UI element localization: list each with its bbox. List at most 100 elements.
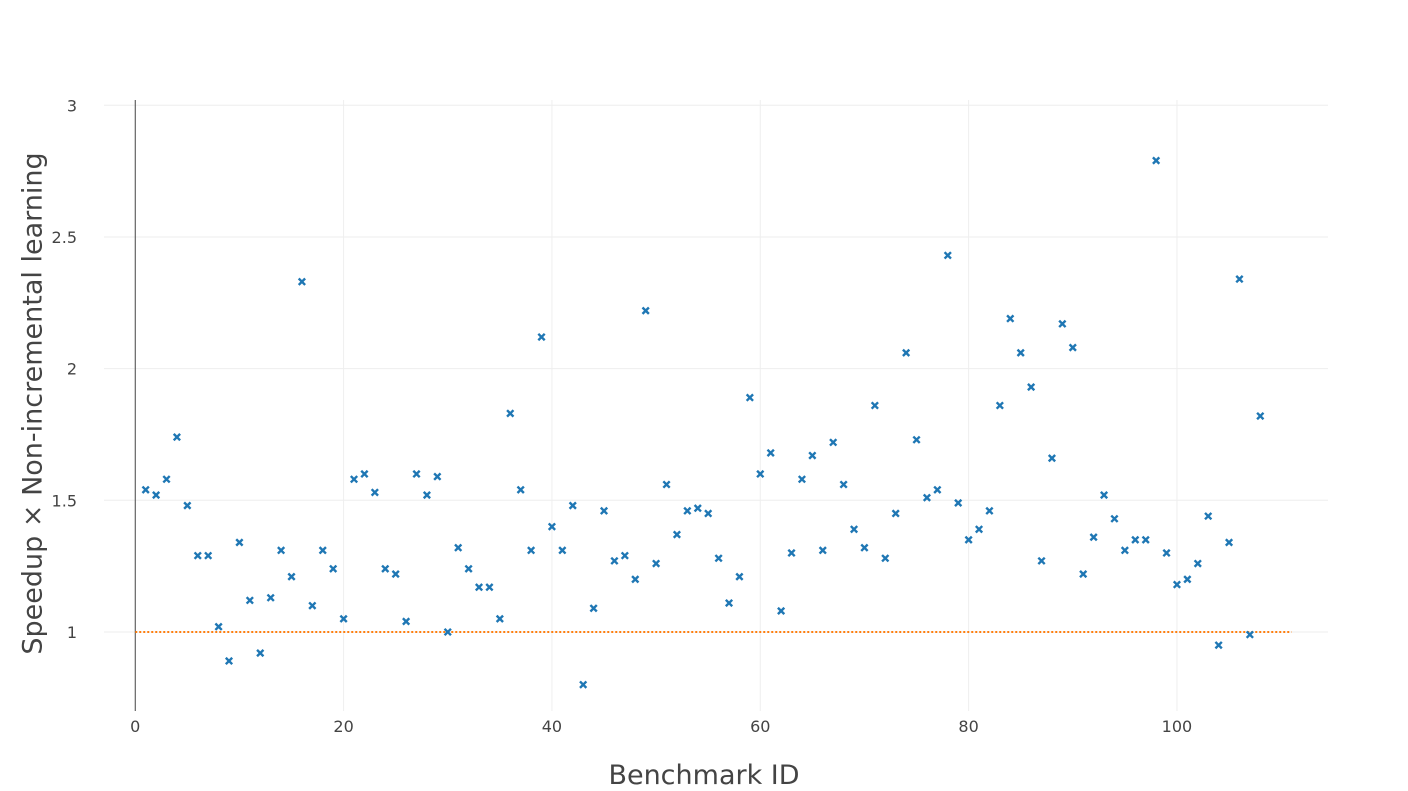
data-point bbox=[1162, 548, 1171, 558]
data-point bbox=[370, 488, 379, 497]
data-point bbox=[849, 525, 859, 534]
data-point bbox=[839, 480, 848, 489]
data-point bbox=[256, 649, 265, 658]
y-tick-label: 3 bbox=[67, 96, 77, 115]
data-point bbox=[1256, 411, 1265, 421]
data-point bbox=[349, 475, 359, 484]
data-point bbox=[891, 509, 900, 518]
data-point bbox=[1079, 570, 1088, 579]
y-tick-labels: 1 1.5 2 2.5 3 bbox=[52, 96, 77, 642]
data-point bbox=[360, 469, 369, 479]
data-point bbox=[985, 506, 994, 515]
data-point bbox=[652, 559, 661, 568]
data-point bbox=[1047, 454, 1056, 463]
data-point bbox=[172, 433, 181, 442]
data-point bbox=[1172, 580, 1181, 589]
x-tick-label: 20 bbox=[333, 717, 353, 736]
data-point bbox=[1224, 538, 1234, 547]
data-point bbox=[527, 546, 536, 555]
data-markers bbox=[141, 156, 1265, 689]
data-point bbox=[610, 556, 619, 565]
data-point bbox=[745, 393, 754, 402]
grid bbox=[104, 100, 1328, 711]
data-point bbox=[683, 506, 692, 515]
data-point bbox=[1235, 275, 1244, 284]
data-point bbox=[402, 617, 411, 626]
data-point bbox=[579, 680, 588, 689]
data-point bbox=[766, 448, 775, 457]
data-point bbox=[183, 501, 192, 510]
data-point bbox=[777, 606, 786, 615]
data-point bbox=[318, 546, 327, 555]
data-point bbox=[943, 251, 952, 260]
data-point bbox=[433, 472, 442, 481]
data-point bbox=[464, 564, 473, 573]
data-point bbox=[516, 485, 525, 494]
data-point bbox=[704, 509, 713, 518]
data-point bbox=[589, 604, 598, 613]
data-point bbox=[152, 490, 161, 500]
data-point bbox=[672, 530, 681, 539]
data-point bbox=[162, 475, 171, 484]
data-point bbox=[287, 572, 296, 581]
data-point bbox=[1006, 314, 1015, 323]
y-tick-label: 2.5 bbox=[52, 228, 77, 247]
data-point bbox=[974, 525, 984, 534]
data-point bbox=[954, 498, 963, 507]
data-point bbox=[922, 493, 931, 502]
data-point bbox=[266, 593, 275, 602]
data-point bbox=[454, 543, 463, 552]
data-point bbox=[485, 583, 494, 592]
data-point bbox=[568, 501, 577, 510]
data-point bbox=[558, 546, 567, 555]
x-tick-labels: 0 20 40 60 80 100 bbox=[130, 717, 1192, 736]
data-point bbox=[1110, 514, 1119, 523]
data-point bbox=[641, 306, 650, 315]
data-point bbox=[391, 570, 400, 579]
data-point bbox=[1141, 535, 1150, 544]
data-point bbox=[297, 277, 306, 286]
data-point bbox=[422, 490, 431, 500]
data-point bbox=[1204, 512, 1213, 521]
data-point bbox=[1214, 641, 1223, 650]
data-point bbox=[329, 564, 338, 573]
data-point bbox=[808, 451, 817, 460]
data-point bbox=[860, 543, 869, 552]
data-point bbox=[631, 575, 640, 584]
data-point bbox=[506, 409, 515, 418]
data-point bbox=[1027, 383, 1036, 392]
y-tick-label: 2 bbox=[67, 360, 77, 379]
data-point bbox=[1131, 535, 1140, 544]
data-point bbox=[547, 522, 556, 531]
data-point bbox=[495, 614, 504, 623]
data-point bbox=[474, 583, 484, 592]
data-point bbox=[881, 554, 890, 563]
data-point bbox=[1245, 630, 1254, 639]
x-tick-label: 100 bbox=[1162, 717, 1193, 736]
x-tick-label: 80 bbox=[958, 717, 978, 736]
data-point bbox=[818, 546, 827, 555]
data-point bbox=[1099, 490, 1109, 500]
data-point bbox=[1120, 546, 1129, 555]
data-point bbox=[193, 551, 202, 560]
data-point bbox=[797, 475, 806, 484]
data-point bbox=[829, 438, 838, 447]
data-point bbox=[443, 627, 452, 637]
data-point bbox=[693, 504, 702, 513]
data-point bbox=[1193, 559, 1202, 568]
x-tick-label: 60 bbox=[750, 717, 770, 736]
data-point bbox=[964, 535, 973, 544]
data-point bbox=[412, 469, 421, 479]
data-point bbox=[870, 401, 879, 410]
data-point bbox=[902, 348, 911, 357]
data-point bbox=[1037, 556, 1046, 565]
x-tick-label: 40 bbox=[542, 717, 562, 736]
data-point bbox=[1058, 319, 1067, 328]
data-point bbox=[339, 614, 348, 623]
data-point bbox=[1016, 348, 1025, 357]
data-point bbox=[995, 401, 1004, 410]
data-point bbox=[599, 506, 609, 515]
data-point bbox=[277, 546, 286, 555]
data-point bbox=[787, 548, 796, 558]
